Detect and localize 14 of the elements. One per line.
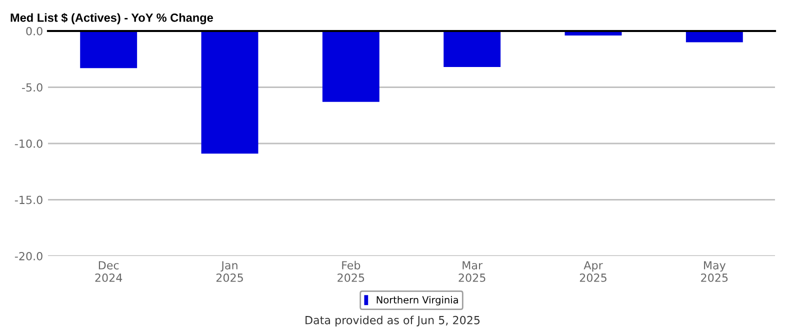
text: Data provided as of Jun 5, 2025 [306,316,480,326]
y-tick-label: -10.0 [14,139,42,148]
y-tick-label: -5.0 [22,83,42,92]
y-tick-label: -20.0 [14,252,42,260]
legend-label: Northern Virginia [376,296,458,306]
chart-title: Med List $ (Actives) - YoY % Change [10,12,213,24]
x-tick-label: Jan 2025 [216,261,243,282]
y-tick-label: 0.0 [26,26,42,36]
y-tick-label: -15.0 [14,196,42,204]
x-tick-label: Feb 2025 [338,260,364,282]
x-tick-label: Dec 2024 [95,261,122,282]
x-tick-label: Apr 2025 [580,261,606,282]
x-tick-label: Mar 2025 [458,261,486,282]
x-tick-label: May 2025 [701,261,728,282]
